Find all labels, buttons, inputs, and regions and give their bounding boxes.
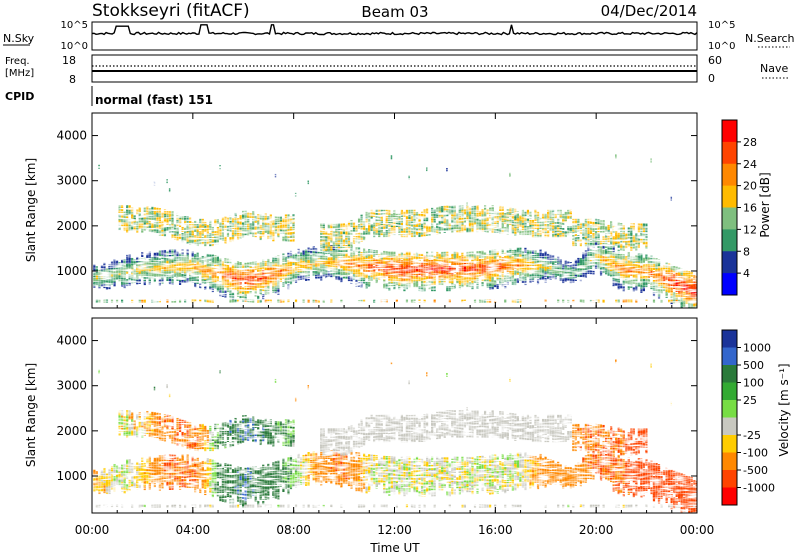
nsky-label: N.Sky: [3, 32, 35, 45]
velocity-colorbar-tick: 100: [743, 377, 764, 390]
cpid-label: CPID: [5, 90, 34, 103]
velocity-colorbar-tick: 500: [743, 359, 764, 372]
velocity-colorbar-segment: [722, 330, 737, 348]
freq-label-line2: [MHz]: [5, 68, 34, 79]
velocity-colorbar-tick: -100: [743, 447, 768, 460]
nsky-line: [92, 25, 697, 35]
velocity-colorbar-segment: [722, 365, 737, 383]
cpid-value: normal (fast) 151: [95, 93, 213, 107]
power-scatter: [93, 154, 698, 313]
x-tick-label: 20:00: [579, 523, 614, 537]
nsearch-tick-bottom: 10^0: [708, 41, 735, 52]
velocity-panel: 4000 3000 2000 1000 Slant Range [km]: [24, 318, 698, 518]
nsearch-tick-top: 10^5: [708, 20, 735, 31]
nave-tick-bottom: 0: [708, 72, 715, 85]
x-axis-label: Time UT: [369, 541, 420, 554]
power-colorbar: 28 24 20 16 12 8 4: [722, 120, 757, 296]
nsky-tick-bottom: 10^0: [61, 41, 88, 52]
y-tick-label: 4000: [56, 334, 87, 348]
velocity-colorbar-segment: [722, 383, 737, 401]
power-ylabel: Slant Range [km]: [24, 158, 38, 262]
power-colorbar-tick: 16: [743, 202, 757, 215]
power-colorbar-segment: [722, 120, 737, 142]
velocity-colorbar-segment: [722, 418, 737, 436]
x-tick-label: 12:00: [377, 523, 412, 537]
nave-label: Nave: [760, 62, 788, 75]
y-tick-label: 2000: [56, 424, 87, 438]
power-colorbar-tick: 28: [743, 136, 757, 149]
x-tick-label: 16:00: [478, 523, 513, 537]
velocity-colorbar-tick: -25: [743, 429, 761, 442]
velocity-colorbar-segment: [722, 488, 737, 506]
velocity-colorbar-segment: [722, 435, 737, 453]
power-colorbar-segment: [722, 208, 737, 230]
y-tick-label: 3000: [56, 174, 87, 188]
y-tick-label: 1000: [56, 264, 87, 278]
freq-strip: [92, 55, 697, 82]
velocity-colorbar: 1000 500 100 25 -25 -100 -500 -1000: [722, 330, 775, 506]
power-colorbar-tick: 8: [743, 245, 750, 258]
power-colorbar-segment: [722, 251, 737, 273]
y-tick-label: 2000: [56, 219, 87, 233]
velocity-colorbar-tick: 25: [743, 394, 757, 407]
power-colorbar-tick: 20: [743, 180, 757, 193]
velocity-colorbar-label: Velocity [m s⁻¹]: [777, 363, 791, 456]
velocity-colorbar-tick: -500: [743, 464, 768, 477]
velocity-colorbar-segment: [722, 400, 737, 418]
freq-tick-top: 18: [62, 54, 76, 67]
power-colorbar-segment: [722, 273, 737, 295]
velocity-colorbar-segment: [722, 470, 737, 488]
freq-label-line1: Freq.: [5, 56, 30, 67]
velocity-colorbar-segment: [722, 453, 737, 471]
velocity-scatter: [93, 359, 698, 518]
power-panel: 4000 3000 2000 1000 Slant Range [km]: [24, 113, 698, 313]
y-tick-label: 1000: [56, 469, 87, 483]
velocity-ylabel: Slant Range [km]: [24, 363, 38, 467]
power-colorbar-tick: 12: [743, 223, 757, 236]
x-tick-label: 00:00: [75, 523, 110, 537]
station-title: Stokkseyri (fitACF): [92, 1, 250, 21]
x-tick-label: 08:00: [276, 523, 311, 537]
x-tick-label: 00:00: [680, 523, 715, 537]
power-colorbar-segment: [722, 142, 737, 164]
power-colorbar-tick: 4: [743, 267, 750, 280]
power-colorbar-label: Power [dB]: [758, 172, 772, 237]
nsearch-label: N.Search: [745, 32, 795, 45]
x-tick-label: 04:00: [176, 523, 211, 537]
power-colorbar-segment: [722, 229, 737, 251]
velocity-colorbar-tick: 1000: [743, 342, 771, 355]
y-tick-label: 4000: [56, 129, 87, 143]
power-colorbar-segment: [722, 186, 737, 208]
beam-title: Beam 03: [361, 3, 428, 21]
nsky-tick-top: 10^5: [61, 20, 88, 31]
nave-tick-top: 60: [708, 54, 722, 67]
velocity-colorbar-tick: -1000: [743, 482, 775, 495]
freq-tick-bottom: 8: [69, 73, 76, 86]
power-colorbar-segment: [722, 164, 737, 186]
velocity-colorbar-segment: [722, 348, 737, 366]
y-tick-label: 3000: [56, 379, 87, 393]
nsky-strip: [92, 22, 697, 50]
power-colorbar-tick: 24: [743, 158, 757, 171]
date-title: 04/Dec/2014: [601, 2, 697, 20]
